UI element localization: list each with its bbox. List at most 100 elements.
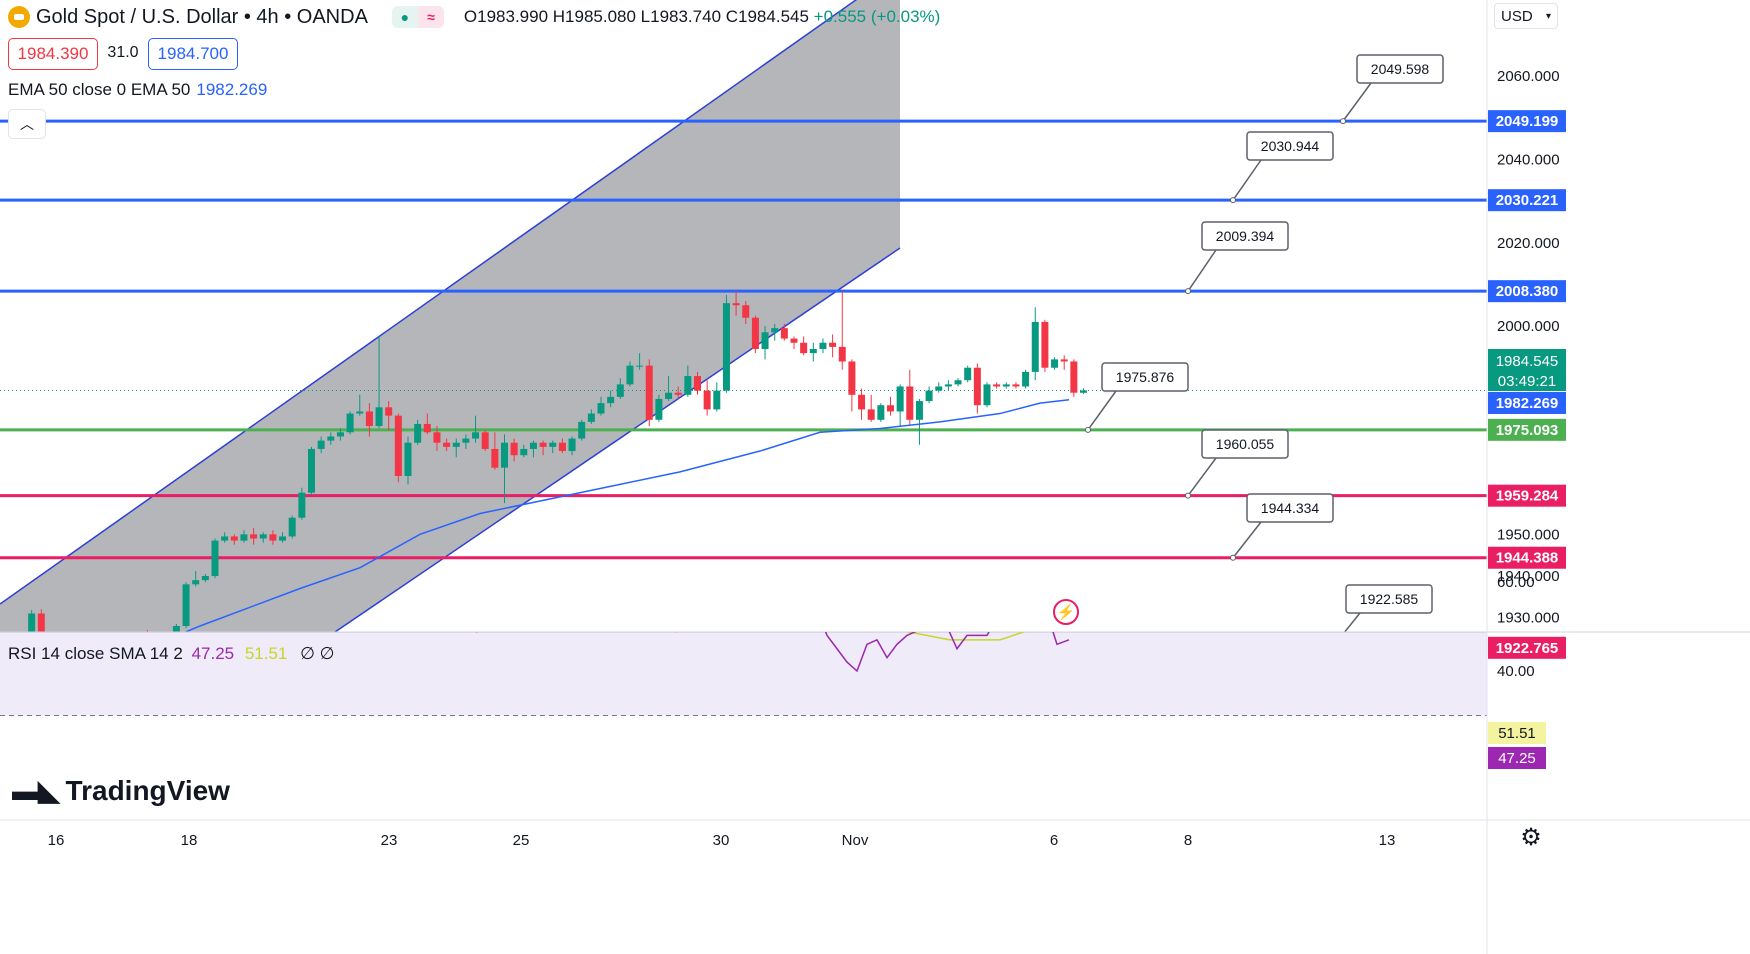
wave-icon[interactable]: ≈: [417, 6, 444, 28]
currency-selector[interactable]: USD ▾: [1494, 3, 1558, 29]
candle-body: [829, 342, 837, 347]
candle-body: [993, 384, 1001, 387]
callout-leader: [1187, 457, 1217, 497]
candle-body: [887, 405, 894, 412]
level-axis-badge: [1488, 636, 1566, 659]
level-axis-badge: [1488, 418, 1566, 441]
callout-label: 1960.055: [1216, 436, 1275, 452]
candle-body: [317, 440, 325, 449]
level-axis-badge: [1488, 280, 1566, 303]
level-axis-badge: [1488, 546, 1566, 569]
candle-body: [684, 376, 692, 395]
callout-anchor: [1230, 197, 1236, 204]
candle-body: [1012, 384, 1020, 387]
candle-body: [858, 394, 866, 410]
candle-body: [925, 390, 933, 402]
market-open-dot-icon[interactable]: ●: [391, 6, 418, 28]
candle-body: [1060, 359, 1068, 362]
rsi-sma-axis-label: 51.51: [1498, 725, 1536, 742]
ema-axis-badge: [1488, 392, 1566, 414]
callout-leader: [1087, 390, 1117, 431]
settings-gear-icon[interactable]: ⚙: [1520, 823, 1542, 851]
candle-body: [838, 346, 846, 362]
candle-body: [211, 540, 219, 577]
candle-body: [182, 584, 190, 626]
rsi-legend-label: RSI 14 close SMA 14 2: [8, 644, 183, 663]
level-axis-label: 1922.765: [1496, 640, 1559, 657]
rsi-band: [0, 632, 1487, 716]
candle-body: [240, 534, 248, 541]
ema-legend[interactable]: EMA 50 close 0 EMA 50 1982.269: [8, 80, 267, 100]
candle-body: [288, 517, 296, 537]
candle-body: [28, 613, 36, 632]
price-tick-label: 2000.000: [1497, 318, 1560, 335]
callout-label: 2049.598: [1371, 61, 1430, 77]
candle-body: [549, 442, 557, 447]
candle-body: [964, 367, 972, 381]
market-status-badges[interactable]: ● ≈: [391, 6, 444, 28]
chevron-down-icon: ▾: [1545, 10, 1551, 22]
candle-body: [732, 303, 740, 306]
candle-body: [636, 365, 644, 367]
candle-body: [520, 448, 528, 456]
candle-body: [414, 423, 422, 443]
level-axis-label: 1959.284: [1496, 488, 1559, 505]
candle-body: [973, 367, 981, 406]
candle-body: [452, 442, 460, 447]
candle-body: [558, 442, 566, 452]
level-axis-label: 2008.380: [1496, 283, 1559, 300]
candle-body: [404, 442, 412, 477]
tradingview-watermark[interactable]: ▬◣ TradingView: [12, 774, 230, 807]
candle-body: [713, 390, 721, 410]
flash-alert-icon[interactable]: ⚡: [1053, 599, 1079, 625]
candle-body: [751, 317, 759, 349]
time-axis-label: 25: [513, 832, 530, 849]
symbol-title[interactable]: Gold Spot / U.S. Dollar • 4h • OANDA: [36, 5, 368, 28]
symbol-header[interactable]: Gold Spot / U.S. Dollar • 4h • OANDA ● ≈…: [8, 4, 940, 30]
rsi-axis-label: 47.25: [1498, 750, 1536, 767]
callout-leader: [1232, 521, 1262, 559]
watermark-text: TradingView: [65, 774, 230, 806]
candle-body: [771, 328, 779, 333]
price-tick-label: 2020.000: [1497, 235, 1560, 252]
candle-body: [221, 536, 229, 541]
rsi-tick-label: 60.00: [1497, 574, 1535, 591]
rsi-legend-value: 47.25: [191, 644, 235, 663]
buy-price-button[interactable]: 1984.700: [148, 38, 238, 70]
candle-body: [1051, 359, 1059, 368]
candle-body: [501, 442, 508, 468]
candle-body: [491, 448, 499, 468]
price-tick-label: 1930.000: [1497, 610, 1560, 627]
candle-body: [336, 432, 344, 437]
candle-body: [385, 407, 393, 416]
sell-price-button[interactable]: 1984.390: [8, 38, 98, 70]
rsi-legend[interactable]: RSI 14 close SMA 14 2 47.25 51.51 ∅ ∅: [8, 644, 334, 664]
callout-leader: [1343, 612, 1361, 632]
rsi-legend-extra: ∅ ∅: [300, 644, 335, 663]
candle-body: [365, 411, 373, 427]
time-axis-label: 30: [713, 832, 730, 849]
ema-legend-label: EMA 50 close 0 EMA 50: [8, 80, 191, 99]
price-tick-label: 1950.000: [1497, 526, 1560, 543]
channel-upper-line: [0, 0, 858, 605]
candle-body: [780, 328, 788, 339]
candle-body: [800, 342, 808, 354]
rsi-line: [476, 632, 1070, 673]
main-pane: 2049.598 2030.944 2009.394 1975.876 1960.055…: [0, 0, 1487, 632]
chevron-up-icon: ︿: [20, 116, 34, 132]
candle-body: [269, 534, 277, 541]
candle-body: [665, 392, 673, 399]
candle-body: [37, 613, 45, 632]
rsi-sma-line: [904, 632, 1026, 641]
candle-body: [1041, 321, 1049, 368]
candle-body: [761, 332, 769, 349]
candle-body: [192, 580, 200, 585]
channel-fill: [0, 0, 900, 632]
callout-leader: [1342, 82, 1372, 122]
time-axis-label: 6: [1050, 832, 1058, 849]
candle-body: [510, 442, 518, 456]
collapse-legend-button[interactable]: ︿: [8, 109, 46, 139]
spread-value: 31.0: [104, 38, 142, 68]
candle-body: [954, 380, 962, 385]
